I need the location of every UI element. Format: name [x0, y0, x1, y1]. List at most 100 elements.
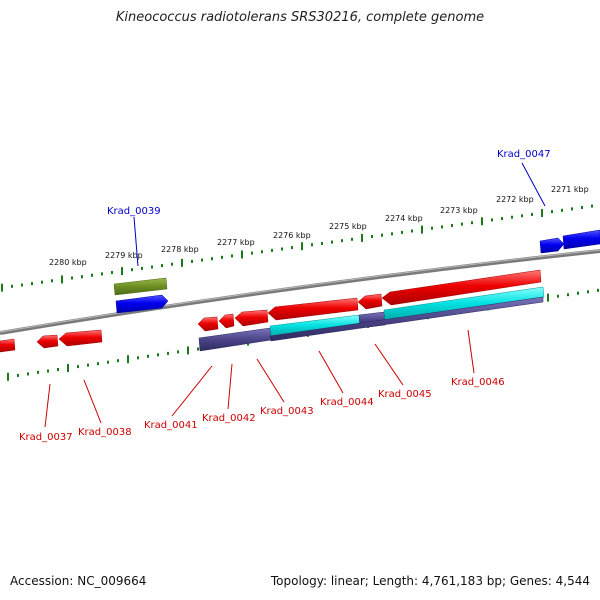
minor-tick — [391, 232, 393, 236]
leader-krad-0037 — [44, 383, 51, 428]
minor-tick — [381, 233, 383, 237]
gene-label-krad-0044[interactable]: Krad_0044 — [320, 397, 374, 408]
minor-tick — [331, 240, 333, 244]
gene-feature-krad-0037[interactable] — [0, 338, 16, 353]
minor-tick — [167, 351, 169, 355]
major-tick — [127, 355, 129, 364]
minor-tick — [281, 247, 283, 251]
minor-tick — [501, 217, 503, 221]
gene-feature-krad-0038-a[interactable] — [36, 334, 59, 349]
minor-tick — [221, 255, 223, 259]
feature-cyan-right[interactable] — [383, 286, 545, 321]
feature-navy-strip[interactable] — [269, 296, 544, 342]
minor-tick — [31, 282, 33, 286]
forward-features — [113, 229, 600, 314]
minor-tick — [251, 251, 253, 255]
major-tick — [1, 283, 3, 292]
minor-tick — [441, 225, 443, 229]
minor-tick — [211, 257, 213, 261]
minor-tick — [567, 293, 569, 297]
major-tick — [481, 217, 483, 226]
minor-tick — [597, 288, 599, 292]
gene-feature-krad-0038[interactable] — [58, 329, 103, 347]
gene-label-krad-0047[interactable]: Krad_0047 — [497, 149, 551, 160]
minor-tick — [11, 284, 13, 288]
leader-krad-0038 — [83, 379, 102, 424]
leader-krad-0045 — [374, 343, 404, 386]
minor-tick — [471, 221, 473, 225]
minor-tick — [107, 360, 109, 364]
major-tick — [421, 225, 423, 234]
minor-tick — [197, 347, 199, 351]
gene-feature-krad-0047-a[interactable] — [539, 237, 565, 254]
tick-label: 2276 kbp — [273, 231, 311, 240]
minor-tick — [591, 204, 593, 208]
gene-label-krad-0037[interactable]: Krad_0037 — [19, 432, 73, 443]
gene-feature-krad-0042[interactable] — [218, 313, 235, 329]
minor-tick — [157, 353, 159, 357]
gene-feature-krad-0047-b[interactable] — [562, 229, 600, 250]
minor-tick — [311, 243, 313, 247]
minor-tick — [551, 210, 553, 214]
gene-label-krad-0046[interactable]: Krad_0046 — [451, 377, 505, 388]
reverse-features — [0, 269, 545, 353]
minor-tick — [21, 283, 23, 287]
minor-tick — [557, 294, 559, 298]
major-tick — [181, 258, 183, 267]
gene-label-krad-0042[interactable]: Krad_0042 — [202, 413, 256, 424]
minor-tick — [161, 264, 163, 268]
minor-tick — [101, 272, 103, 276]
tick-label: 2272 kbp — [496, 195, 534, 204]
gene-feature-krad-0044[interactable] — [267, 297, 359, 321]
minor-tick — [151, 265, 153, 269]
minor-tick — [511, 215, 513, 219]
minor-tick — [521, 214, 523, 218]
minor-tick — [81, 275, 83, 279]
major-tick — [67, 364, 69, 372]
gene-labels: Krad_0047 Krad_0039 Krad_0037 Krad_0038 … — [19, 149, 551, 443]
gene-feature-krad-0039-cds[interactable] — [115, 294, 169, 314]
gene-feature-krad-0046[interactable] — [381, 269, 542, 306]
minor-tick — [27, 372, 29, 376]
leader-krad-0044 — [318, 350, 344, 394]
major-tick — [547, 293, 549, 302]
minor-tick — [37, 370, 39, 374]
leader-krad-0039 — [133, 216, 139, 267]
gene-label-krad-0043[interactable]: Krad_0043 — [260, 406, 314, 417]
gene-feature-krad-0041[interactable] — [197, 316, 219, 332]
minor-tick — [577, 291, 579, 295]
minor-tick — [41, 280, 43, 284]
tick-label: 2277 kbp — [217, 238, 255, 247]
minor-tick — [111, 271, 113, 274]
minor-tick — [401, 230, 403, 234]
minor-tick — [371, 235, 373, 238]
major-tick — [301, 242, 303, 251]
gene-label-krad-0039[interactable]: Krad_0039 — [107, 206, 161, 217]
tick-label: 2278 kbp — [161, 245, 199, 254]
minor-tick — [561, 208, 563, 212]
feature-navy-left[interactable] — [198, 327, 272, 352]
gene-feature-krad-0039[interactable] — [113, 277, 168, 296]
gene-label-krad-0041[interactable]: Krad_0041 — [144, 420, 198, 431]
minor-tick — [271, 248, 273, 252]
gene-label-krad-0045[interactable]: Krad_0045 — [378, 389, 432, 400]
minor-tick — [77, 365, 79, 369]
minor-tick — [461, 222, 463, 226]
minor-tick — [341, 239, 343, 243]
map-title: Kineococcus radiotolerans SRS30216, comp… — [115, 10, 485, 25]
gene-feature-krad-0045[interactable] — [357, 293, 383, 310]
minor-tick — [117, 359, 119, 363]
genome-backbone — [0, 249, 600, 335]
major-tick — [121, 267, 123, 276]
major-tick — [241, 250, 243, 259]
minor-tick — [131, 268, 133, 272]
minor-tick — [97, 362, 99, 366]
minor-tick — [201, 258, 203, 262]
gene-feature-krad-0043[interactable] — [234, 309, 269, 327]
leader-krad-0041 — [171, 365, 213, 417]
gene-label-krad-0038[interactable]: Krad_0038 — [78, 427, 132, 438]
minor-tick — [571, 207, 573, 211]
tick-labels: 2280 kbp 2279 kbp 2278 kbp 2277 kbp 2276… — [49, 185, 589, 267]
minor-tick — [531, 212, 533, 216]
